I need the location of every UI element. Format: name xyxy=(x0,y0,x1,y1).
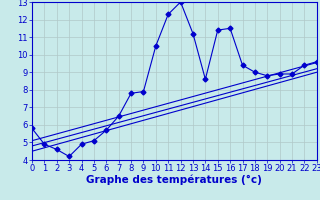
X-axis label: Graphe des températures (°c): Graphe des températures (°c) xyxy=(86,175,262,185)
